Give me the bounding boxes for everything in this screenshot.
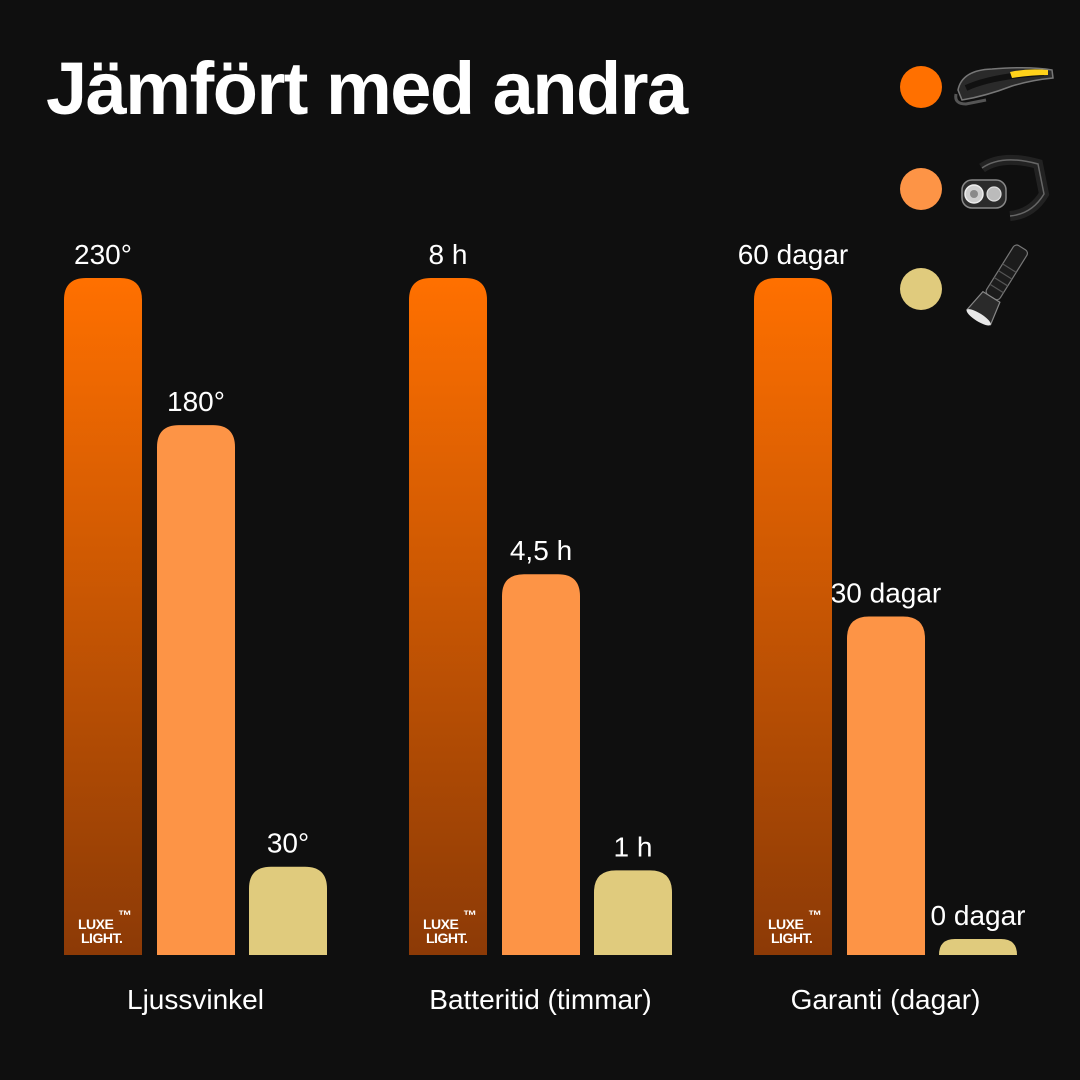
brand-logo-line1: LUXE [78, 916, 114, 932]
bar [249, 866, 327, 955]
bar [754, 278, 832, 955]
legend-item-led-strip-headlamp [896, 56, 1056, 156]
legend-swatch [900, 66, 942, 108]
bar-value-label: 30° [267, 828, 309, 859]
brand-logo-trademark: ™ [463, 907, 477, 923]
bar [64, 278, 142, 955]
bar-value-label: 230° [74, 239, 132, 270]
bar [847, 616, 925, 955]
classic-headlamp-icon [952, 150, 1052, 235]
brand-logo-line1: LUXE [423, 916, 459, 932]
bar-value-label: 4,5 h [510, 535, 572, 566]
bar-value-label: 0 dagar [931, 900, 1026, 931]
brand-logo-trademark: ™ [808, 907, 822, 923]
bar [157, 425, 235, 955]
legend-item-classic-headlamp [896, 154, 1056, 256]
legend-swatch [900, 168, 942, 210]
legend [896, 56, 1056, 356]
bar-value-label: 1 h [614, 831, 653, 862]
led-strip-headlamp-icon [952, 60, 1058, 117]
brand-logo-line2: LIGHT. [426, 930, 467, 946]
category-label: Ljussvinkel [127, 984, 264, 1015]
legend-item-flashlight [896, 244, 1056, 356]
bar-value-label: 60 dagar [738, 239, 849, 270]
bar [594, 870, 672, 955]
chart-title: Jämfört med andra [46, 47, 688, 130]
category-label: Batteritid (timmar) [429, 984, 651, 1015]
legend-swatch [900, 268, 942, 310]
bar-value-label: 180° [167, 386, 225, 417]
category-label: Garanti (dagar) [791, 984, 981, 1015]
bar-value-label: 30 dagar [831, 578, 942, 609]
bar-value-label: 8 h [429, 239, 468, 270]
flashlight-icon [952, 230, 1052, 335]
bar [502, 574, 580, 955]
brand-logo-line1: LUXE [768, 916, 804, 932]
bar [409, 278, 487, 955]
brand-logo-trademark: ™ [118, 907, 132, 923]
bar [939, 939, 1017, 955]
brand-logo-line2: LIGHT. [81, 930, 122, 946]
brand-logo-line2: LIGHT. [771, 930, 812, 946]
